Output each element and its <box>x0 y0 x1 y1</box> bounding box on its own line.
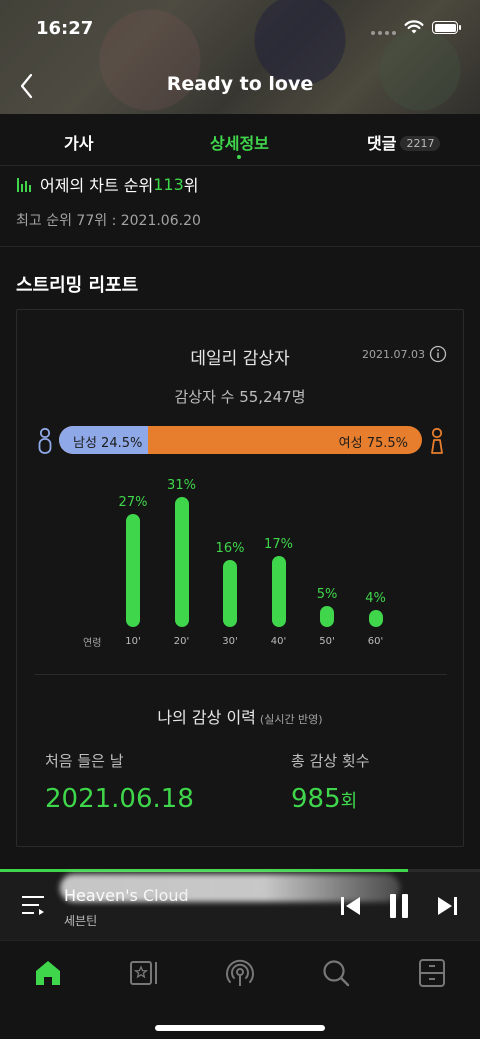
total-plays-number: 985 <box>291 784 341 814</box>
age-tick-label: 30' <box>222 636 238 647</box>
page-title: Ready to love <box>166 73 314 95</box>
divider <box>0 246 480 247</box>
playlist-icon[interactable] <box>20 892 48 918</box>
info-icon[interactable] <box>429 345 447 363</box>
gender-ratio: 남성 24.5% 여성 75.5% <box>35 424 447 458</box>
home-icon[interactable] <box>32 957 64 989</box>
chart-bars-icon <box>17 178 31 192</box>
age-bar <box>174 497 189 627</box>
album-art-background <box>0 0 480 114</box>
home-indicator <box>155 1025 325 1031</box>
first-listen-date: 2021.06.18 <box>45 784 194 814</box>
rank-prefix: 어제의 차트 순위 <box>40 176 154 195</box>
report-date: 2021.07.03 <box>362 348 425 361</box>
search-icon[interactable] <box>320 957 352 989</box>
playback-progress-fill <box>0 869 408 872</box>
age-distribution-chart: 27% 10' 31% 20' 16% 30' 17% 40' 5% 50' 4% 60' <box>17 470 465 660</box>
age-tick-label: 50' <box>319 636 335 647</box>
best-rank: 최고 순위 77위 : 2021.06.20 <box>16 213 201 229</box>
battery-icon <box>432 21 461 34</box>
tab-label: 가사 <box>64 134 94 153</box>
male-person-icon <box>38 427 52 454</box>
rank-suffix: 위 <box>183 176 199 195</box>
age-bar-group: 27% 10' <box>113 470 153 660</box>
tab-label: 상세정보 <box>210 134 269 153</box>
listener-count: 감상자 수 55,247명 <box>174 388 306 406</box>
tab-comments[interactable]: 댓글 2217 <box>367 130 441 154</box>
daily-listeners-title: 데일리 감상자 <box>190 349 290 369</box>
total-plays-label: 총 감상 횟수 <box>291 752 370 770</box>
age-bar <box>320 606 334 627</box>
history-note: (실시간 반영) <box>259 713 323 726</box>
library-icon[interactable] <box>128 957 160 989</box>
tab-lyrics[interactable]: 가사 <box>64 130 93 154</box>
chart-rank: 어제의 차트 순위 113 위 최고 순위 77위 : 2021.06.20 <box>16 172 464 230</box>
tab-details[interactable]: 상세정보 <box>210 130 269 159</box>
age-bar-value-label: 17% <box>264 536 293 552</box>
age-bar-value-label: 27% <box>118 494 148 510</box>
track-title: Heaven's Cloud <box>64 886 189 905</box>
storage-icon[interactable] <box>416 957 448 989</box>
age-bar-group: 16% 30' <box>210 470 250 660</box>
track-artist: 세븐틴 <box>64 914 98 928</box>
tab-bar: 가사 상세정보 댓글 2217 <box>0 114 480 166</box>
podcast-icon[interactable] <box>224 957 256 989</box>
age-tick-label: 40' <box>270 636 287 647</box>
age-bar-value-label: 4% <box>365 591 386 607</box>
age-tick-label: 60' <box>367 636 384 647</box>
total-plays-value: 985회 <box>291 784 357 814</box>
status-icons <box>371 20 461 35</box>
age-bar <box>368 610 383 627</box>
age-bar-group: 17% 40' <box>259 470 299 660</box>
male-share-fill <box>59 426 148 454</box>
back-button[interactable] <box>10 68 46 104</box>
age-bar-value-label: 5% <box>316 587 338 603</box>
female-label: 여성 75.5% <box>338 436 408 451</box>
bottom-navigation <box>0 940 480 1039</box>
mini-player[interactable]: Heaven's Cloud 세븐틴 <box>0 872 480 940</box>
playback-progress[interactable] <box>0 869 480 872</box>
previous-track-button[interactable] <box>338 893 364 919</box>
age-bar-group: 31% 20' <box>162 470 202 660</box>
comment-count-badge: 2217 <box>400 136 441 151</box>
history-title-text: 나의 감상 이력 <box>157 708 256 727</box>
gender-bar: 남성 24.5% 여성 75.5% <box>59 426 422 454</box>
female-person-icon <box>431 427 443 454</box>
active-tab-indicator <box>237 155 242 159</box>
next-track-button[interactable] <box>434 893 460 919</box>
male-label: 남성 24.5% <box>73 436 143 451</box>
age-bar-group: 4% 60' <box>356 470 396 660</box>
age-bar <box>126 513 140 627</box>
first-listen-label: 처음 들은 날 <box>45 752 124 770</box>
total-plays-unit: 회 <box>340 791 358 812</box>
my-history-title: 나의 감상 이력 (실시간 반영) <box>17 704 463 728</box>
streaming-report-card: 데일리 감상자 2021.07.03 감상자 수 55,247명 남성 24.5… <box>16 309 464 847</box>
header: Ready to love <box>0 58 480 114</box>
section-title: 스트리밍 리포트 <box>16 275 139 296</box>
wifi-icon <box>404 20 424 34</box>
age-tick-label: 20' <box>173 636 190 647</box>
rank-number: 113 <box>153 174 184 194</box>
age-bar-value-label: 16% <box>215 540 245 556</box>
age-tick-label: 10' <box>125 636 141 647</box>
pause-button[interactable] <box>385 891 413 921</box>
yesterday-rank: 어제의 차트 순위 113 위 <box>16 172 464 196</box>
age-bar-value-label: 31% <box>167 478 196 493</box>
age-bar-group: 5% 50' <box>307 470 347 660</box>
cellular-signal-icon <box>371 21 396 35</box>
status-bar: 16:27 <box>0 0 480 56</box>
age-bar <box>223 559 237 627</box>
age-bar <box>271 555 286 627</box>
age-axis-label: 연령 <box>83 638 102 649</box>
status-time: 16:27 <box>36 18 94 39</box>
tab-label: 댓글 <box>367 134 397 153</box>
divider <box>35 674 447 675</box>
